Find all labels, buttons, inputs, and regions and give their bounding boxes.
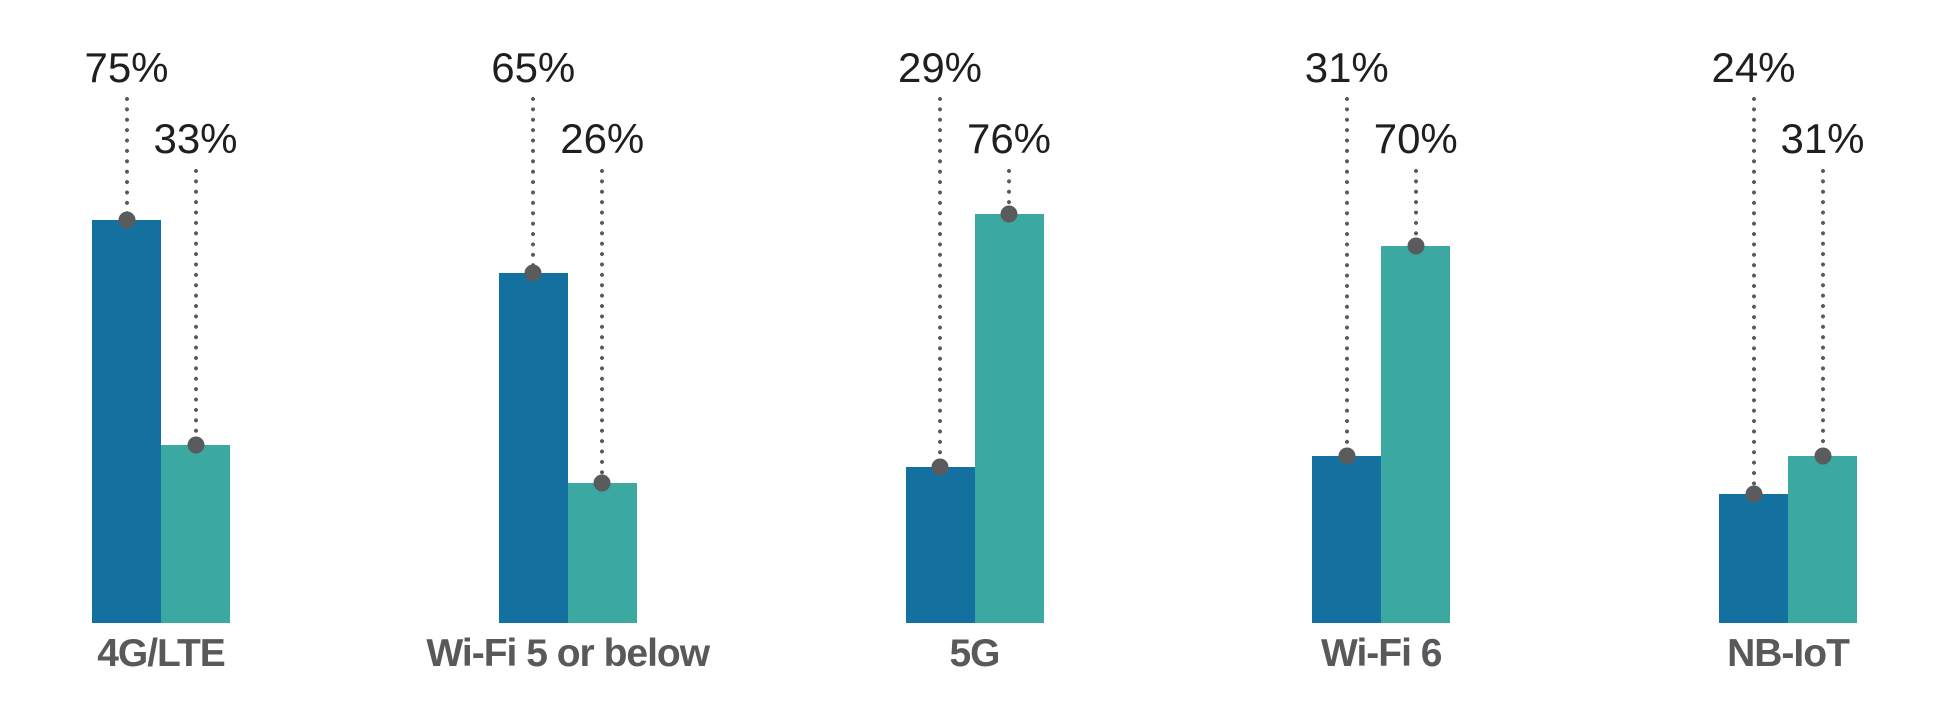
- leader-dot-blue: [524, 264, 542, 282]
- category-label: 4G/LTE: [97, 632, 226, 675]
- leader-dot-teal: [1407, 237, 1425, 255]
- leader-line-teal: [1006, 166, 1012, 215]
- value-label-teal: 26%: [560, 115, 645, 162]
- bar-teal: [1788, 456, 1857, 623]
- leader-dot-blue: [1745, 485, 1762, 503]
- leader-line-teal: [599, 166, 605, 484]
- value-label-teal: 33%: [153, 115, 238, 162]
- leader-dot-teal: [187, 436, 204, 454]
- leader-line-blue: [1344, 94, 1350, 457]
- chart-group: 29% 76% 5G: [898, 0, 1051, 706]
- bar-blue: [1719, 493, 1788, 623]
- leader-dot-teal: [1814, 447, 1831, 465]
- leader-dot-blue: [1338, 447, 1356, 465]
- value-label-blue: 31%: [1304, 44, 1389, 91]
- bar-teal: [1381, 246, 1451, 623]
- leader-dot-blue: [931, 458, 949, 476]
- value-label-teal: 31%: [1780, 115, 1865, 162]
- value-label-blue: 65%: [491, 44, 576, 91]
- value-label-blue: 24%: [1711, 44, 1796, 91]
- bar-blue: [1312, 456, 1382, 623]
- value-label-blue: 75%: [84, 44, 169, 91]
- chart-group: 75% 33% 4G/LTE: [84, 0, 237, 706]
- leader-line-teal: [1820, 166, 1825, 457]
- bar-blue: [905, 466, 975, 623]
- leader-line-blue: [530, 94, 536, 274]
- chart-group: 31% 70% Wi-Fi 6: [1305, 0, 1458, 706]
- value-label-teal: 76%: [966, 115, 1052, 162]
- value-label-blue: 29%: [897, 44, 983, 91]
- bar-blue: [92, 219, 161, 623]
- bar-teal: [161, 445, 230, 623]
- leader-dot-teal: [1000, 205, 1018, 223]
- chart-group: 24% 31% NB-IoT: [1711, 0, 1864, 706]
- bar-teal: [567, 483, 637, 623]
- leader-line-blue: [124, 94, 129, 220]
- leader-dot-blue: [118, 211, 135, 228]
- leader-line-teal: [193, 166, 198, 446]
- leader-line-blue: [1751, 94, 1756, 494]
- category-label: 5G: [949, 632, 1000, 675]
- leader-line-blue: [937, 94, 943, 467]
- category-label: NB-IoT: [1727, 632, 1850, 675]
- bar-blue: [498, 273, 568, 623]
- category-label: Wi-Fi 6: [1321, 632, 1442, 675]
- category-label: Wi-Fi 5 or below: [426, 632, 710, 675]
- leader-dot-teal: [593, 474, 611, 492]
- leader-line-teal: [1413, 166, 1419, 247]
- chart-group: 65% 26% Wi-Fi 5 or below: [426, 0, 710, 706]
- value-label-teal: 70%: [1373, 115, 1458, 162]
- bar-teal: [974, 214, 1044, 623]
